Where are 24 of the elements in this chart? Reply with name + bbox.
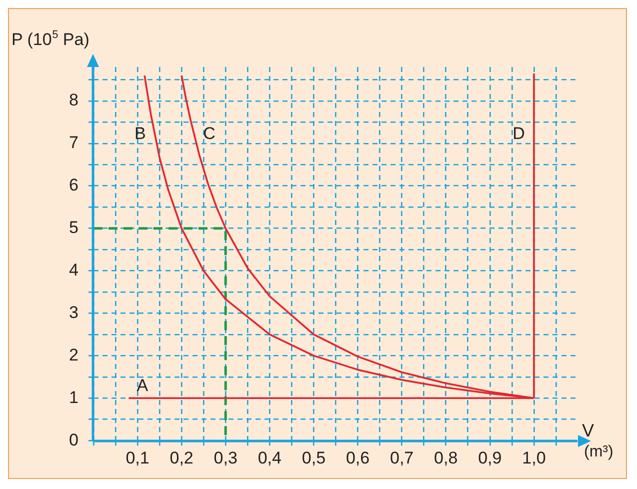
- series-label: B: [134, 124, 146, 143]
- series-label: A: [136, 376, 149, 395]
- y-tick-label: 3: [68, 302, 78, 322]
- y-tick-label: 2: [68, 345, 78, 364]
- x-tick-label: 0,1: [126, 448, 150, 468]
- y-tick-label: 8: [68, 90, 78, 110]
- series-label: D: [512, 124, 525, 143]
- series-label: C: [203, 124, 216, 143]
- x-axis-title: V (m³): [582, 420, 614, 461]
- y-tick-label: 4: [68, 260, 78, 280]
- x-tick-label: 1,0: [522, 448, 546, 468]
- y-tick-label: 6: [68, 176, 78, 195]
- y-tick-label: 7: [68, 133, 78, 152]
- x-tick-label: 0,6: [346, 448, 370, 468]
- y-tick-label: 5: [68, 218, 78, 238]
- y-tick-label: 1: [68, 388, 78, 407]
- x-tick-label: 0,9: [478, 448, 502, 468]
- x-tick-label: 0,5: [302, 448, 326, 468]
- x-tick-label: 0,3: [214, 448, 238, 468]
- x-tick-label: 0,8: [434, 448, 458, 468]
- x-tick-label: 0,4: [258, 448, 282, 468]
- x-tick-label: 0,2: [170, 448, 194, 468]
- y-tick-label: 0: [68, 430, 78, 450]
- x-tick-label: 0,7: [390, 448, 414, 468]
